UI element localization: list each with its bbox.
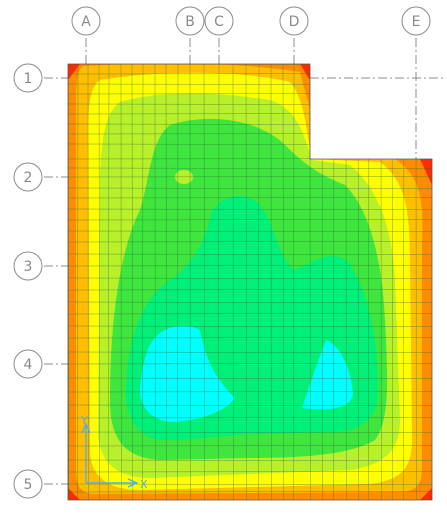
grid-bubble-col-c-label: C bbox=[214, 14, 224, 30]
grid-bubble-row-4[interactable]: 4 bbox=[13, 349, 43, 379]
grid-bubble-col-a-label: A bbox=[81, 14, 91, 30]
grid-bubble-col-a-circle bbox=[71, 6, 101, 36]
grid-bubble-row-5-circle bbox=[13, 469, 43, 499]
grid-bubble-row-2-circle bbox=[13, 162, 43, 192]
axis-x-label: X bbox=[140, 478, 148, 491]
grid-bubble-col-b[interactable]: B bbox=[175, 6, 205, 36]
grid-bubble-col-d[interactable]: D bbox=[279, 6, 309, 36]
grid-bubble-row-4-circle bbox=[13, 349, 43, 379]
grid-bubble-col-a[interactable]: A bbox=[71, 6, 101, 36]
grid-bubble-row-5-label: 5 bbox=[24, 477, 33, 493]
slab-outline bbox=[67, 63, 433, 501]
grid-bubble-col-e[interactable]: E bbox=[401, 6, 431, 36]
grid-bubble-col-d-circle bbox=[279, 6, 309, 36]
grid-bubble-row-2-label: 2 bbox=[24, 170, 33, 186]
grid-bubble-row-1-circle bbox=[13, 63, 43, 93]
grid-bubble-row-3-label: 3 bbox=[24, 259, 33, 275]
axes-triad bbox=[81, 422, 139, 488]
grid-bubble-row-1-label: 1 bbox=[24, 71, 33, 87]
grid-bubble-col-c[interactable]: C bbox=[204, 6, 234, 36]
grid-bubble-row-2[interactable]: 2 bbox=[13, 162, 43, 192]
axis-y-label: Y bbox=[80, 414, 88, 427]
grid-bubble-col-b-label: B bbox=[185, 14, 195, 30]
grid-bubbles: A B C D E 1 2 3 4 5 bbox=[13, 6, 431, 499]
grid-bubble-row-4-label: 4 bbox=[24, 357, 33, 373]
grid-bubble-col-b-circle bbox=[175, 6, 205, 36]
grid-bubble-row-5[interactable]: 5 bbox=[13, 469, 43, 499]
grid-bubble-col-e-label: E bbox=[412, 14, 421, 30]
grid-bubble-row-3-circle bbox=[13, 251, 43, 281]
grid-bubble-col-d-label: D bbox=[289, 14, 300, 30]
grid-bubble-col-c-circle bbox=[204, 6, 234, 36]
slab-contour[interactable] bbox=[60, 55, 440, 505]
contour-band-cyan-right bbox=[302, 340, 353, 410]
grid-lines bbox=[44, 38, 444, 485]
grid-bubble-row-1[interactable]: 1 bbox=[13, 63, 43, 93]
grid-bubble-col-e-circle bbox=[401, 6, 431, 36]
grid-bubble-row-3[interactable]: 3 bbox=[13, 251, 43, 281]
contour-band-cyan-left bbox=[139, 325, 235, 422]
